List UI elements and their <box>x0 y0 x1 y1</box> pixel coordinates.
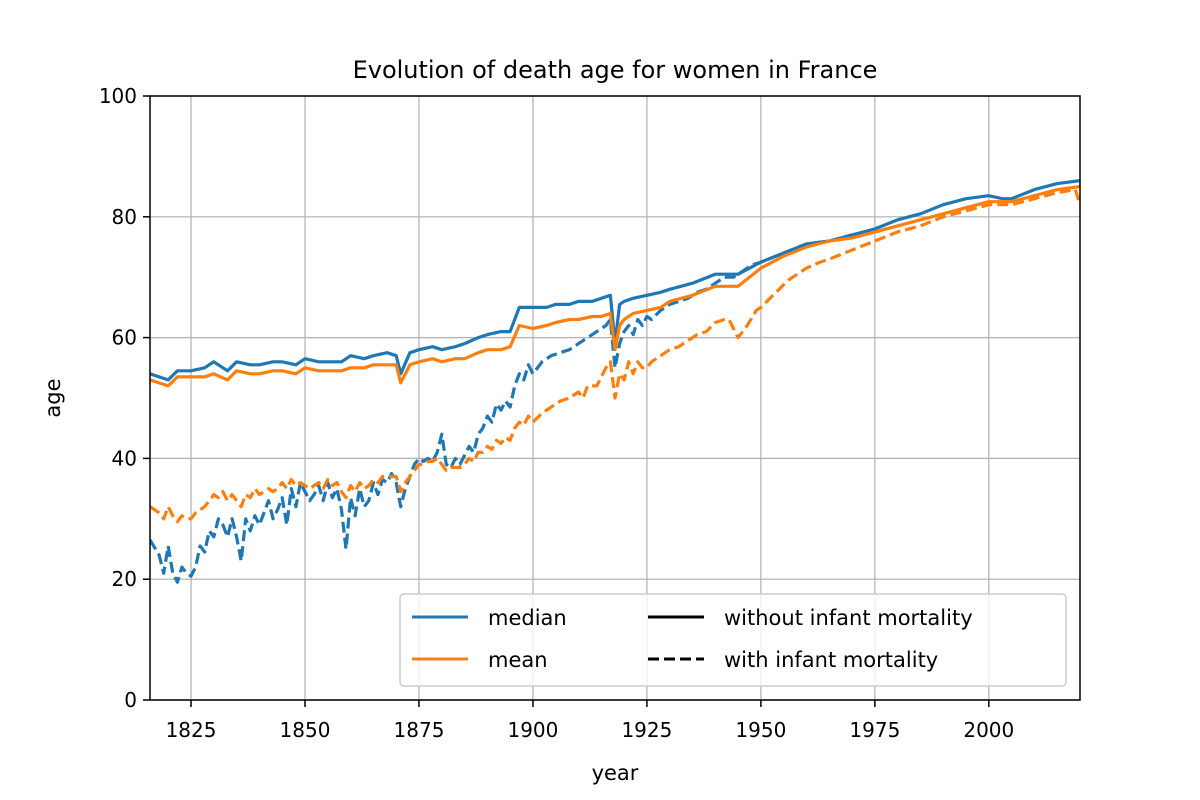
x-tick-label: 1950 <box>735 718 786 742</box>
y-tick-label: 0 <box>124 688 137 712</box>
y-axis-title: age <box>41 378 65 417</box>
series-line-mean-without-infant-mortality <box>150 185 1080 388</box>
legend-box <box>399 593 1067 687</box>
x-tick-label: 2000 <box>963 718 1014 742</box>
chart-title: Evolution of death age for women in Fran… <box>353 56 878 84</box>
legend-label-mean: mean <box>488 648 548 672</box>
y-tick-label: 60 <box>112 326 137 350</box>
x-tick-label: 1850 <box>280 718 331 742</box>
legend-label-without-infant-mortality: without infant mortality <box>724 606 973 630</box>
y-tick-label: 100 <box>99 84 137 108</box>
x-tick-label: 1975 <box>849 718 900 742</box>
plot-area <box>150 179 1080 584</box>
series-line-median-without-infant-mortality <box>150 179 1080 382</box>
x-tick-label: 1900 <box>507 718 558 742</box>
axis-ticks: 1825 1850 1875 1900 1925 1950 1975 2000 0 20 40 60 8… <box>99 84 1014 742</box>
y-tick-label: 80 <box>112 205 137 229</box>
x-tick-label: 1825 <box>166 718 217 742</box>
legend: median mean without infant mortality wit… <box>399 593 1067 687</box>
y-tick-label: 20 <box>112 567 137 591</box>
series-line-mean-with-infant-mortality <box>150 188 1080 524</box>
y-tick-label: 40 <box>112 446 137 470</box>
series-group <box>150 179 1080 584</box>
axes-frame <box>149 95 1081 701</box>
legend-label-with-infant-mortality: with infant mortality <box>724 648 938 672</box>
x-tick-label: 1875 <box>394 718 445 742</box>
legend-label-median: median <box>488 606 567 630</box>
x-tick-label: 1925 <box>621 718 672 742</box>
series-line-median-with-infant-mortality <box>150 233 853 584</box>
x-axis-title: year <box>592 761 639 785</box>
